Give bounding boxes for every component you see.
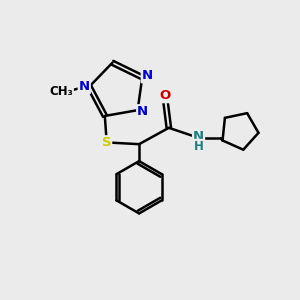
Text: O: O bbox=[160, 89, 171, 102]
Text: N: N bbox=[79, 80, 90, 93]
Text: H: H bbox=[194, 140, 203, 153]
Text: N: N bbox=[193, 130, 204, 143]
Text: CH₃: CH₃ bbox=[49, 85, 73, 98]
Text: S: S bbox=[102, 136, 111, 149]
Text: N: N bbox=[137, 105, 148, 118]
Text: N: N bbox=[142, 69, 153, 82]
